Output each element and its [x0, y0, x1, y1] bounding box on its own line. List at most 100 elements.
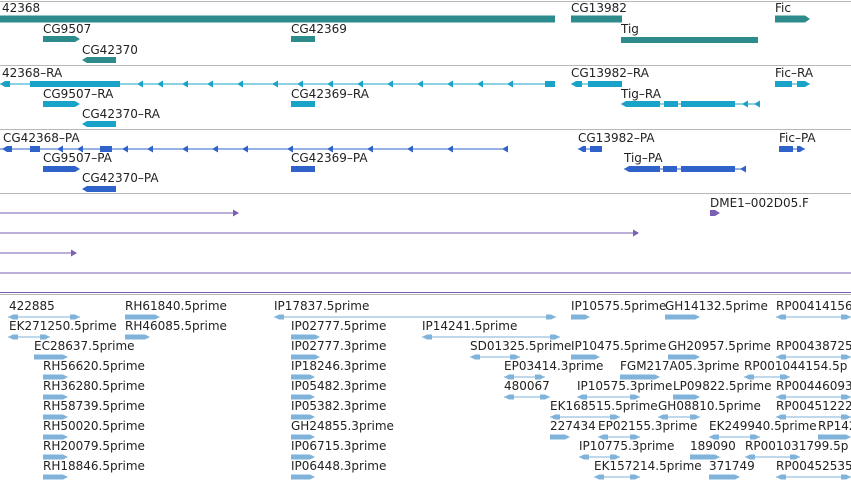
est-exon[interactable] — [291, 334, 320, 340]
transcript-exon[interactable] — [775, 81, 792, 87]
est-exon[interactable] — [598, 434, 608, 440]
est-exon[interactable] — [673, 394, 700, 400]
est-exon[interactable] — [504, 374, 514, 380]
est-exon[interactable] — [690, 454, 720, 460]
est-exon[interactable] — [571, 354, 600, 360]
est-exon[interactable] — [43, 414, 68, 420]
gene-bar-cg9507[interactable] — [43, 36, 80, 42]
est-exon[interactable] — [540, 394, 550, 400]
protein-exon[interactable] — [291, 166, 315, 172]
est-exon[interactable] — [630, 394, 640, 400]
est-exon[interactable] — [34, 354, 68, 360]
est-exon[interactable] — [776, 354, 786, 360]
est-exon[interactable] — [550, 414, 560, 420]
est-exon[interactable] — [125, 334, 150, 340]
est-exon[interactable] — [571, 314, 590, 320]
est-exon[interactable] — [579, 454, 589, 460]
est-exon[interactable] — [841, 354, 851, 360]
est-exon[interactable] — [291, 374, 315, 380]
est-exon[interactable] — [745, 454, 755, 460]
est-exon[interactable] — [818, 434, 851, 440]
transcript-exon[interactable] — [43, 101, 80, 107]
est-exon[interactable] — [594, 474, 604, 480]
est-exon[interactable] — [43, 474, 68, 480]
transcript-exon[interactable] — [291, 101, 315, 107]
est-exon[interactable] — [620, 374, 660, 380]
protein-exon[interactable] — [30, 146, 40, 152]
protein-exon[interactable] — [681, 166, 735, 172]
est-exon[interactable] — [577, 394, 587, 400]
gene-bar-42368[interactable] — [0, 15, 555, 23]
est-exon[interactable] — [744, 374, 754, 380]
gene-bar-cg13982[interactable] — [571, 15, 622, 23]
est-exon[interactable] — [841, 474, 851, 480]
gene-bar-cg42369[interactable] — [291, 36, 315, 42]
protein-exon[interactable] — [797, 146, 805, 152]
est-exon[interactable] — [504, 394, 514, 400]
transcript-exon[interactable] — [82, 121, 116, 127]
protein-exon[interactable] — [2, 146, 12, 152]
est-exon[interactable] — [470, 354, 480, 360]
est-exon[interactable] — [610, 454, 620, 460]
est-exon[interactable] — [8, 334, 18, 340]
protein-exon[interactable] — [590, 146, 602, 152]
protein-exon[interactable] — [82, 186, 116, 192]
est-exon[interactable] — [776, 414, 786, 420]
est-exon[interactable] — [535, 374, 545, 380]
est-exon[interactable] — [43, 394, 68, 400]
protein-exon[interactable] — [100, 146, 112, 152]
est-exon[interactable] — [658, 414, 668, 420]
est-exon[interactable] — [40, 334, 50, 340]
est-exon[interactable] — [8, 314, 18, 320]
est-exon[interactable] — [291, 434, 315, 440]
est-exon[interactable] — [790, 454, 800, 460]
est-exon[interactable] — [665, 314, 700, 320]
est-exon[interactable] — [291, 394, 315, 400]
est-exon[interactable] — [776, 314, 786, 320]
transcript-exon[interactable] — [681, 101, 735, 107]
gene-bar-tig[interactable] — [621, 37, 758, 43]
est-exon[interactable] — [630, 434, 640, 440]
est-exon[interactable] — [841, 414, 851, 420]
protein-exon[interactable] — [779, 146, 793, 152]
est-exon[interactable] — [291, 414, 315, 420]
transcript-exon[interactable] — [571, 81, 582, 87]
est-exon[interactable] — [690, 414, 700, 420]
est-exon[interactable] — [776, 394, 786, 400]
protein-exon[interactable] — [624, 166, 660, 172]
est-exon[interactable] — [841, 314, 851, 320]
est-exon[interactable] — [125, 314, 160, 320]
est-exon[interactable] — [776, 474, 786, 480]
est-exon[interactable] — [630, 474, 640, 480]
transcript-exon[interactable] — [588, 81, 622, 87]
transcript-exon[interactable] — [0, 81, 10, 87]
est-exon[interactable] — [291, 474, 315, 480]
est-exon[interactable] — [274, 314, 284, 320]
transcript-exon[interactable] — [621, 101, 660, 107]
transcript-exon[interactable] — [664, 101, 678, 107]
clone-bar-dme1-002d05-f[interactable] — [710, 210, 720, 216]
est-exon[interactable] — [709, 434, 719, 440]
est-exon[interactable] — [70, 314, 80, 320]
protein-exon[interactable] — [578, 146, 586, 152]
est-exon[interactable] — [422, 334, 432, 340]
est-exon[interactable] — [550, 434, 570, 440]
est-exon[interactable] — [291, 454, 315, 460]
est-exon[interactable] — [841, 394, 851, 400]
est-exon[interactable] — [780, 374, 790, 380]
est-exon[interactable] — [750, 434, 760, 440]
est-exon[interactable] — [43, 434, 68, 440]
est-exon[interactable] — [709, 474, 740, 480]
est-exon[interactable] — [510, 354, 520, 360]
est-exon[interactable] — [546, 314, 556, 320]
est-exon[interactable] — [668, 354, 700, 360]
est-exon[interactable] — [291, 354, 320, 360]
gene-bar-fic[interactable] — [775, 15, 810, 23]
est-exon[interactable] — [43, 374, 68, 380]
protein-exon[interactable] — [663, 166, 677, 172]
transcript-exon[interactable] — [30, 81, 120, 87]
protein-exon[interactable] — [43, 166, 80, 172]
est-exon[interactable] — [610, 414, 620, 420]
